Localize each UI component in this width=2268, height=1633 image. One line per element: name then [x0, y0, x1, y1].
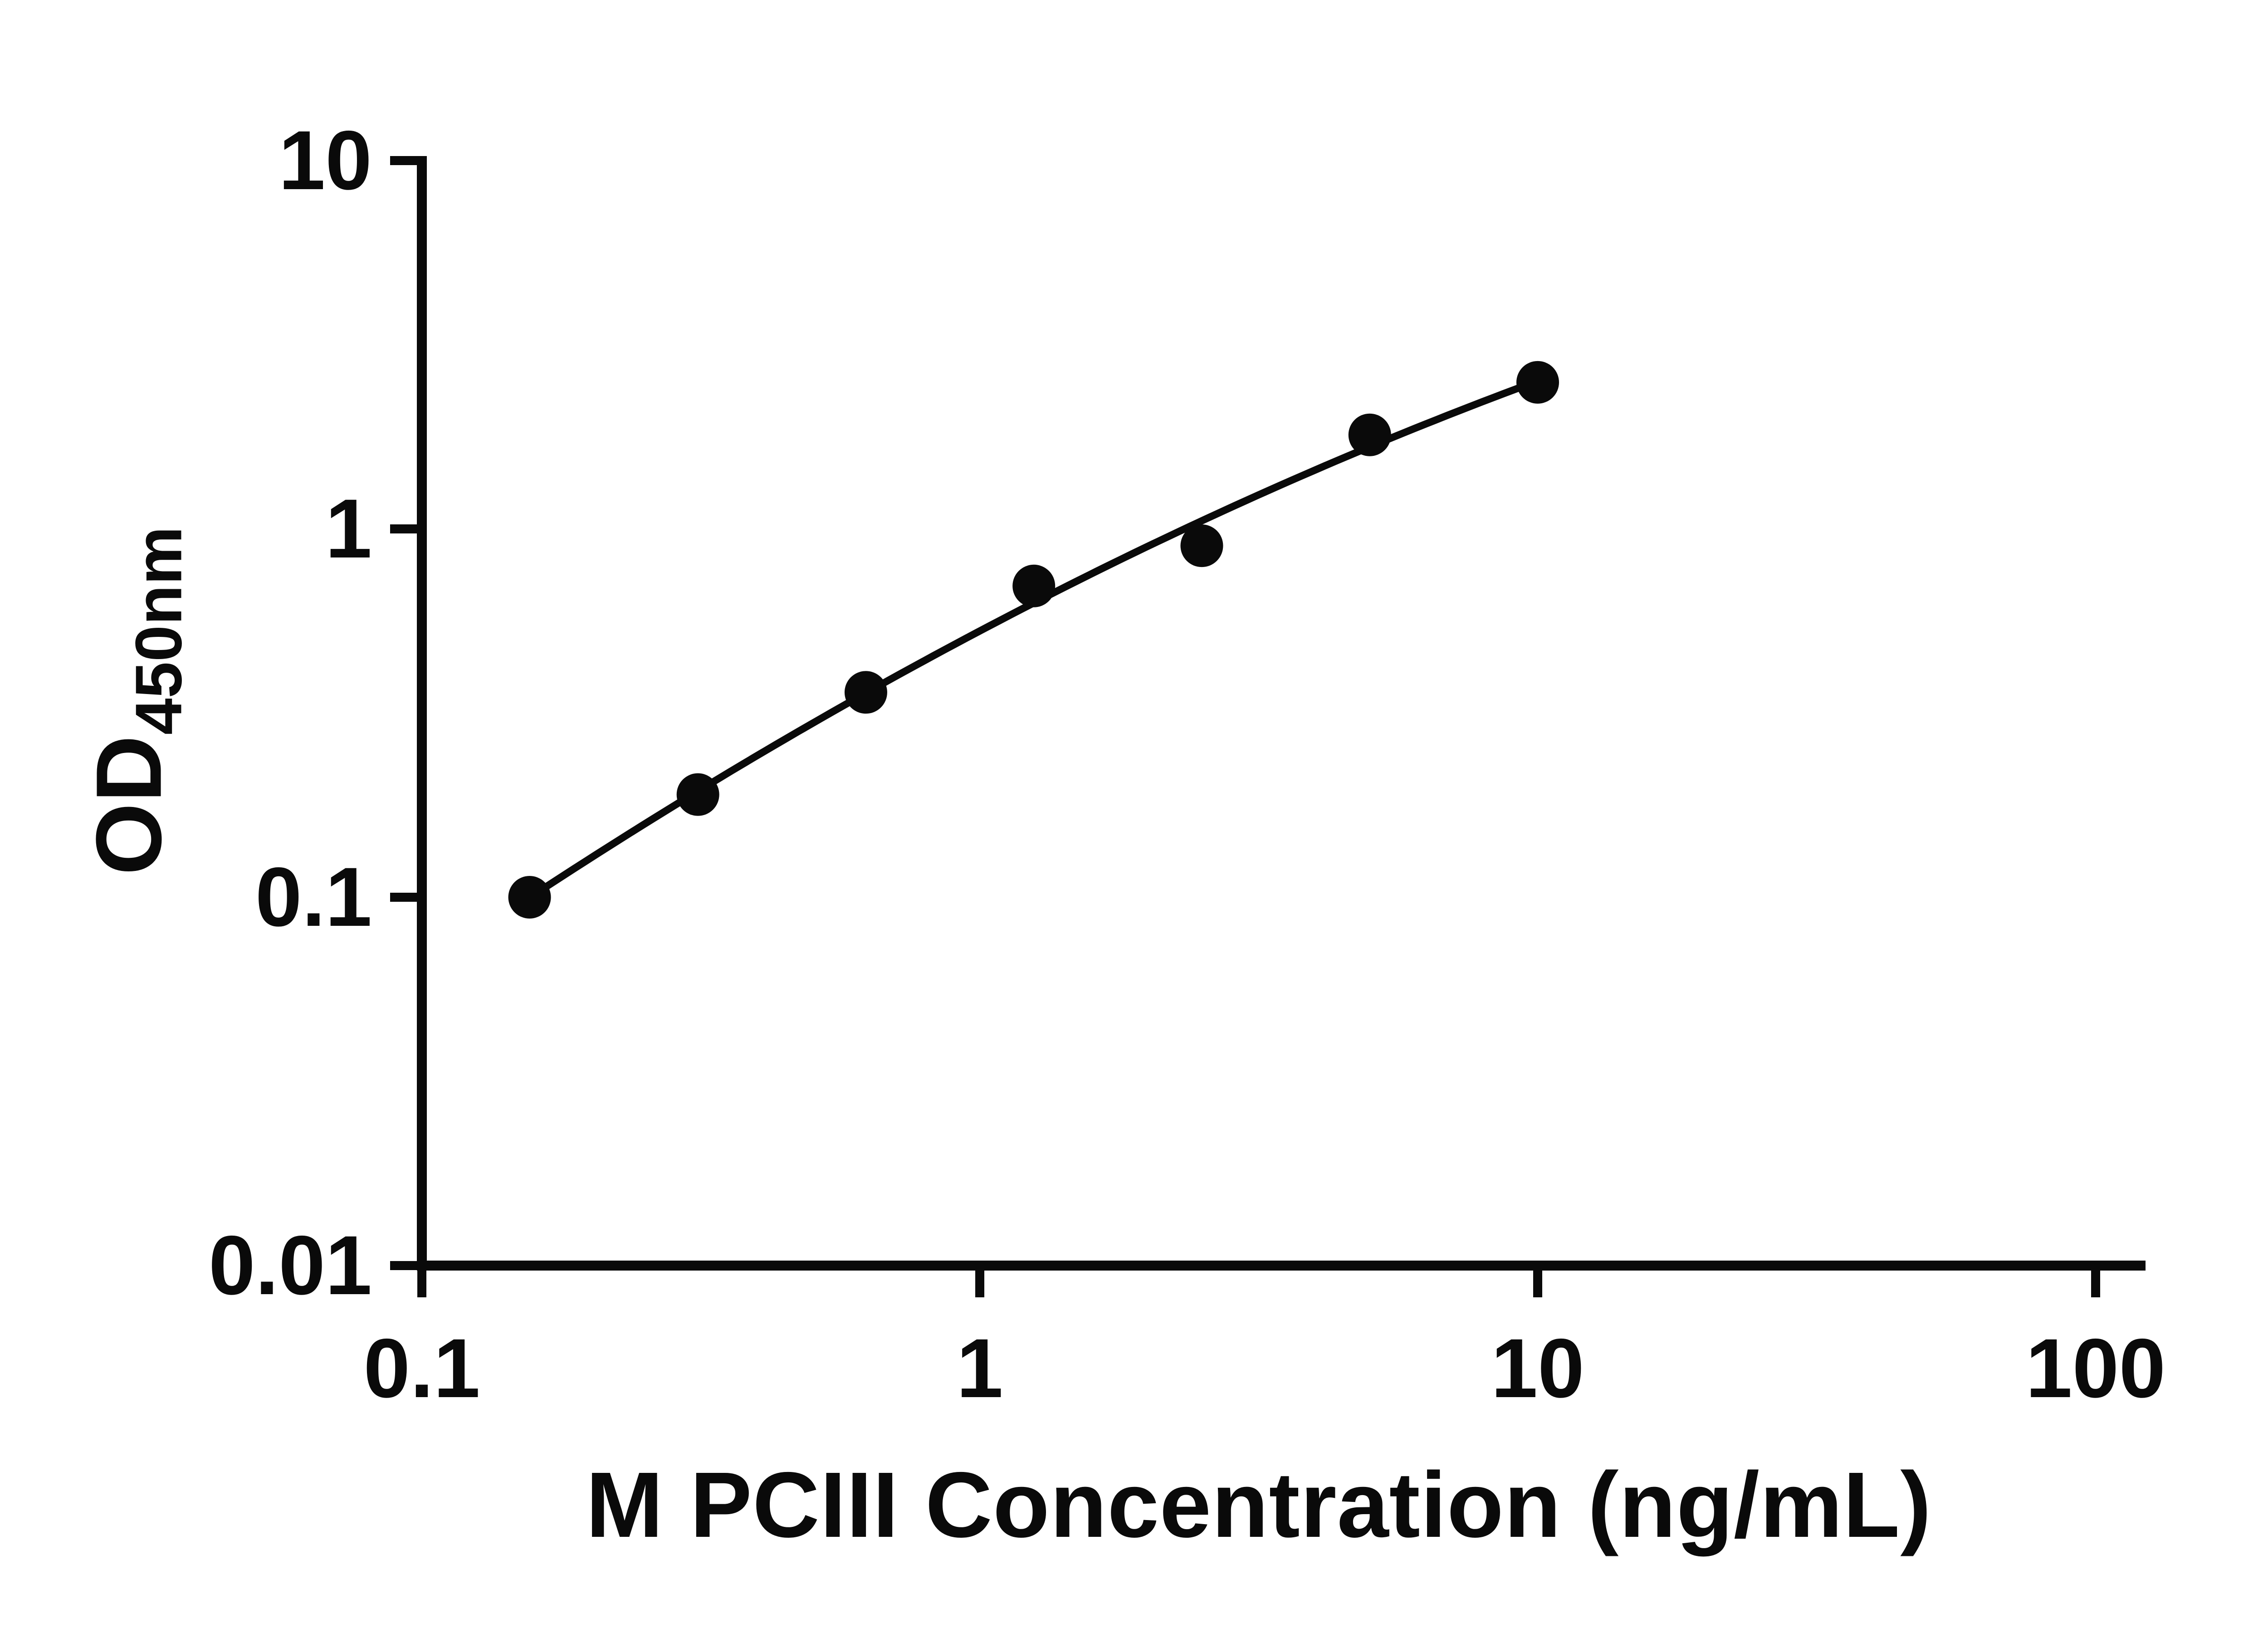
y-tick-label: 10	[279, 114, 372, 207]
x-tick-label: 1	[957, 1322, 1003, 1415]
data-point	[844, 671, 887, 714]
y-axis-title-subscript: 450nm	[122, 526, 196, 735]
data-point	[1012, 564, 1056, 607]
x-axis-title: M PCIII Concentration (ng/mL)	[586, 1453, 1932, 1557]
x-tick-label: 0.1	[363, 1322, 480, 1415]
y-axis-title-main: OD	[77, 734, 181, 875]
data-point	[1348, 413, 1391, 456]
data-point	[1180, 524, 1223, 567]
y-tick-label: 1	[325, 482, 372, 576]
fit-line	[526, 377, 1541, 901]
y-tick-label: 0.01	[209, 1219, 372, 1312]
x-tick-label: 10	[1491, 1322, 1584, 1415]
data-point	[676, 773, 719, 816]
data-point	[508, 876, 551, 919]
data-point	[1516, 361, 1559, 404]
y-axis-title: OD450nm	[76, 527, 197, 875]
axis-lines	[417, 156, 2146, 1271]
y-tick-label: 0.1	[255, 851, 372, 944]
x-tick-label: 100	[2026, 1322, 2166, 1415]
